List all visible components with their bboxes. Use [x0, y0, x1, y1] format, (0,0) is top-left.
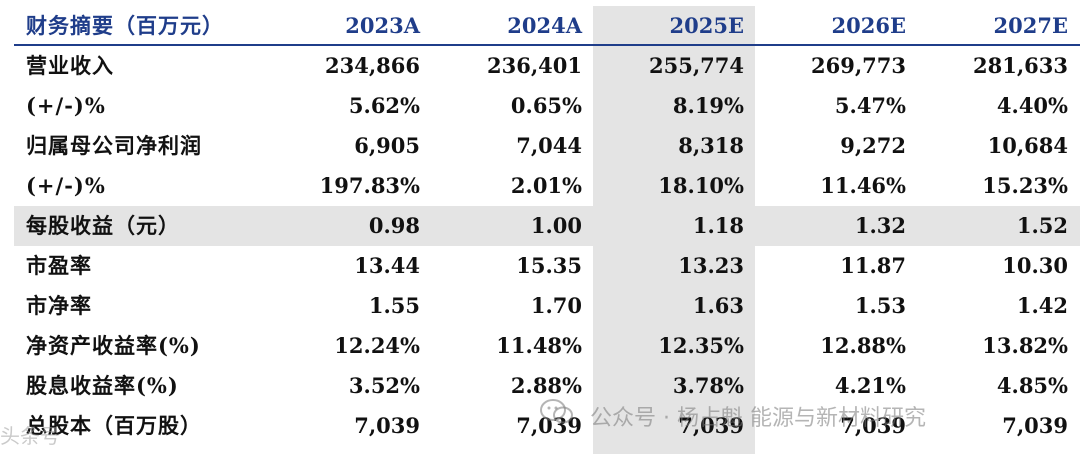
row-value: 1.00	[530, 213, 582, 238]
row-value: 5.62%	[348, 93, 420, 118]
row-value: 8,318	[678, 133, 744, 158]
row-value: 7,039	[354, 413, 420, 438]
row-value: 18.10%	[658, 173, 744, 198]
row-label: 市盈率	[26, 253, 92, 278]
row-value: 12.35%	[658, 333, 744, 358]
row-value: 11.48%	[496, 333, 582, 358]
table-row: 股息收益率(%) 3.52% 2.88% 3.78% 4.21% 4.85%	[0, 366, 1080, 406]
row-label: 总股本（百万股）	[26, 413, 202, 438]
row-value: 10,684	[987, 133, 1068, 158]
header-year: 2023A	[345, 13, 420, 38]
highlight-row-eps	[14, 206, 1080, 246]
table-row: 市净率 1.55 1.70 1.63 1.53 1.42	[0, 286, 1080, 326]
row-label: 净资产收益率(%)	[26, 333, 201, 358]
row-value: 2.01%	[510, 173, 582, 198]
row-value: 1.70	[530, 293, 582, 318]
row-value: 7,039	[840, 413, 906, 438]
row-label: 股息收益率(%)	[26, 373, 179, 398]
header-label: 财务摘要（百万元）	[26, 13, 224, 38]
row-value: 6,905	[354, 133, 420, 158]
row-label: 市净率	[26, 293, 92, 318]
row-value: 1.18	[692, 213, 744, 238]
row-value: 234,866	[325, 53, 420, 78]
table-row: 营业收入 234,866 236,401 255,774 269,773 281,633	[0, 46, 1080, 86]
table-row: 净资产收益率(%) 12.24% 11.48% 12.35% 12.88% 13.82%	[0, 326, 1080, 366]
row-value: 0.65%	[510, 93, 582, 118]
row-value: 9,272	[840, 133, 906, 158]
row-value: 4.40%	[996, 93, 1068, 118]
row-value: 13.82%	[982, 333, 1068, 358]
row-value: 1.53	[854, 293, 906, 318]
wechat-icon	[540, 399, 573, 424]
row-value: 11.46%	[820, 173, 906, 198]
row-value: 7,039	[1002, 413, 1068, 438]
row-value: 281,633	[973, 53, 1068, 78]
row-value: 7,044	[516, 133, 582, 158]
row-value: 12.88%	[820, 333, 906, 358]
header-year: 2027E	[993, 13, 1068, 38]
row-value: 3.78%	[672, 373, 744, 398]
row-label: (+/-)%	[26, 173, 106, 198]
row-label: 营业收入	[26, 53, 114, 78]
row-value: 4.85%	[996, 373, 1068, 398]
row-value: 1.52	[1016, 213, 1068, 238]
row-value: 13.44	[354, 253, 420, 278]
table-row: 每股收益（元） 0.98 1.00 1.18 1.32 1.52	[0, 206, 1080, 246]
table-row: (+/-)% 197.83% 2.01% 18.10% 11.46% 15.23%	[0, 166, 1080, 206]
row-value: 1.32	[854, 213, 906, 238]
row-label: 归属母公司净利润	[26, 133, 202, 158]
row-value: 1.42	[1016, 293, 1068, 318]
row-label: 每股收益（元）	[26, 213, 180, 238]
row-value: 5.47%	[834, 93, 906, 118]
row-value: 15.35	[516, 253, 582, 278]
table-row: 市盈率 13.44 15.35 13.23 11.87 10.30	[0, 246, 1080, 286]
table-row: (+/-)% 5.62% 0.65% 8.19% 5.47% 4.40%	[0, 86, 1080, 126]
row-value: 8.19%	[672, 93, 744, 118]
row-value: 3.52%	[348, 373, 420, 398]
table-row: 归属母公司净利润 6,905 7,044 8,318 9,272 10,684	[0, 126, 1080, 166]
header-year: 2025E	[669, 13, 744, 38]
header-row: 财务摘要（百万元） 2023A 2024A 2025E 2026E 2027E	[0, 6, 1080, 46]
row-value: 1.63	[692, 293, 744, 318]
row-value: 236,401	[487, 53, 582, 78]
row-value: 1.55	[368, 293, 420, 318]
header-year: 2024A	[507, 13, 582, 38]
table-row: 总股本（百万股） 7,039 7,039 7,039 7,039 7,039	[0, 406, 1080, 446]
row-value: 12.24%	[334, 333, 420, 358]
row-value: 10.30	[1002, 253, 1068, 278]
row-value: 2.88%	[510, 373, 582, 398]
row-value: 269,773	[811, 53, 906, 78]
watermark-left-text: 头条号	[0, 424, 60, 448]
row-label: (+/-)%	[26, 93, 106, 118]
row-value: 7,039	[678, 413, 744, 438]
header-year: 2026E	[831, 13, 906, 38]
row-value: 197.83%	[319, 173, 420, 198]
row-value: 255,774	[649, 53, 744, 78]
header-divider	[14, 44, 1080, 46]
row-value: 15.23%	[982, 173, 1068, 198]
row-value: 0.98	[368, 213, 420, 238]
watermark-text: 公众号 · 杨占魁 能源与新材料研究	[590, 406, 926, 431]
row-value: 4.21%	[834, 373, 906, 398]
row-value: 11.87	[840, 253, 906, 278]
row-value: 13.23	[678, 253, 744, 278]
